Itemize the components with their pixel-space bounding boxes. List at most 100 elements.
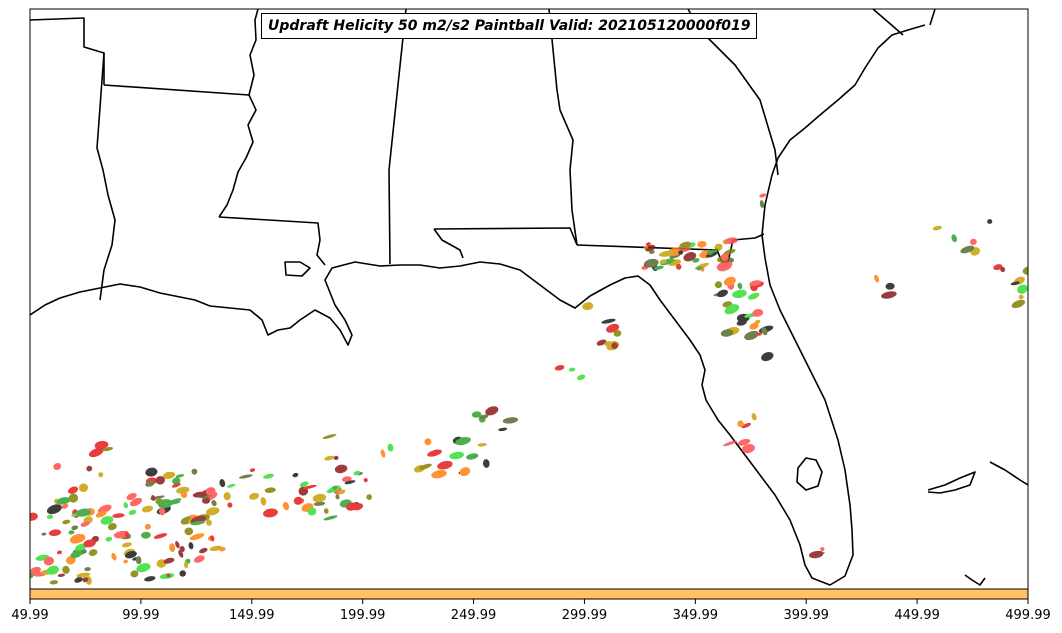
paintball-blob: [808, 550, 824, 559]
paintball-blob: [128, 509, 137, 515]
paintball-blob: [749, 322, 759, 330]
paintball-blob: [334, 464, 348, 474]
paintball-blob: [43, 556, 55, 566]
paintball-blob: [380, 449, 386, 458]
paintball-blob: [724, 237, 738, 245]
nc-coastline: [927, 461, 1028, 494]
paintball-blob: [111, 552, 117, 561]
paintball-blob: [498, 427, 508, 432]
paintball-blob: [604, 341, 612, 347]
paintball-blob: [313, 501, 326, 506]
paintball-blob: [387, 443, 394, 452]
paintball-blob: [141, 505, 154, 513]
paintball-blob: [53, 463, 62, 470]
paintball-blob: [335, 494, 340, 500]
paintball-blob: [62, 519, 71, 525]
paintball-blob: [659, 259, 667, 265]
paintball-blob: [209, 545, 223, 552]
paintball-blob: [158, 507, 166, 516]
paintball-blob: [263, 473, 274, 479]
paintball-blob: [683, 252, 697, 262]
paintball-blob: [105, 536, 113, 542]
paintball-blob: [46, 504, 62, 515]
paintball-blob: [732, 289, 747, 299]
paintball-blob: [49, 580, 59, 585]
paintball-blob: [344, 480, 356, 485]
state-boundary-al-fl: [433, 227, 578, 259]
paintball-blob: [129, 497, 143, 507]
paintball-blob: [716, 260, 733, 271]
paintball-blob: [341, 476, 352, 482]
paintball-blob: [100, 516, 114, 525]
paintball-blob: [145, 480, 155, 487]
paintball-blob: [260, 497, 267, 506]
paintball-blob: [83, 539, 96, 548]
paintball-blob: [353, 470, 361, 476]
paintball-blob: [165, 471, 171, 479]
paintball-blob: [57, 573, 66, 577]
paintball-blob: [121, 542, 132, 548]
paintball-blob: [56, 550, 63, 555]
state-boundary-ms-al: [388, 9, 407, 265]
paintball-blob: [577, 374, 586, 381]
paintball-blob: [227, 483, 236, 488]
paintball-blob: [184, 527, 194, 536]
paintball-blob: [723, 248, 736, 255]
paintball-blob: [71, 525, 79, 531]
paintball-blob: [123, 559, 128, 564]
paintball-blob: [737, 282, 743, 290]
state-boundary-la-ms-river: [218, 94, 257, 218]
paintball-blob: [951, 234, 957, 243]
paintball-blob: [123, 502, 129, 509]
paintball-blob: [659, 250, 675, 257]
paintball-blob: [88, 549, 98, 556]
paintball-blob: [323, 508, 329, 514]
paintball-blob: [720, 253, 729, 261]
x-tick-label: 449.99: [894, 608, 940, 623]
paintball-blob: [582, 302, 594, 311]
paintball-blob: [437, 460, 453, 470]
paintball-blob: [759, 200, 765, 209]
paintball-blob: [678, 250, 684, 255]
paintball-blob: [737, 420, 744, 428]
paintball-blob: [302, 484, 317, 490]
paintball-blob: [95, 510, 107, 518]
paintball-blob: [176, 486, 190, 494]
paintball-blob: [424, 438, 432, 446]
paintball-blob: [179, 570, 186, 577]
paintball-blob: [94, 440, 109, 450]
paintball-blob: [124, 551, 137, 559]
x-tick-label: 199.99: [339, 608, 386, 623]
paintball-blob: [747, 292, 760, 300]
paintball-blob: [455, 437, 471, 446]
paintball-blob: [323, 515, 338, 521]
paintball-blob: [239, 474, 253, 479]
paintball-blob: [76, 508, 91, 517]
paintball-blob: [30, 512, 38, 521]
paintball-blob: [299, 481, 309, 487]
paintball-blob: [312, 493, 327, 503]
paintball-blob: [1011, 299, 1026, 309]
paintball-blob: [744, 330, 759, 341]
state-boundary-tx-la: [96, 52, 116, 301]
paintball-blob: [645, 242, 651, 247]
paintball-blob: [987, 219, 993, 224]
paintball-blob: [98, 472, 104, 478]
x-tick-label: 99.99: [122, 608, 160, 623]
x-tick-label: 349.99: [672, 608, 719, 623]
paintball-blob: [613, 330, 622, 337]
paintball-blob: [141, 531, 151, 539]
paintball-blob: [482, 459, 490, 468]
paintball-blob: [188, 542, 194, 550]
paintball-blob: [46, 514, 54, 519]
paintball-blob: [653, 265, 664, 270]
paintball-blob: [155, 476, 165, 485]
paintball-blob: [163, 557, 175, 564]
paintball-blob: [960, 245, 975, 254]
chart-title: Updraft Helicity 50 m2/s2 Paintball Vali…: [261, 13, 758, 39]
paintball-blob: [107, 522, 117, 531]
paintball-blob: [449, 451, 465, 460]
paintball-blob: [70, 550, 83, 559]
paintball-blob: [1000, 266, 1006, 273]
